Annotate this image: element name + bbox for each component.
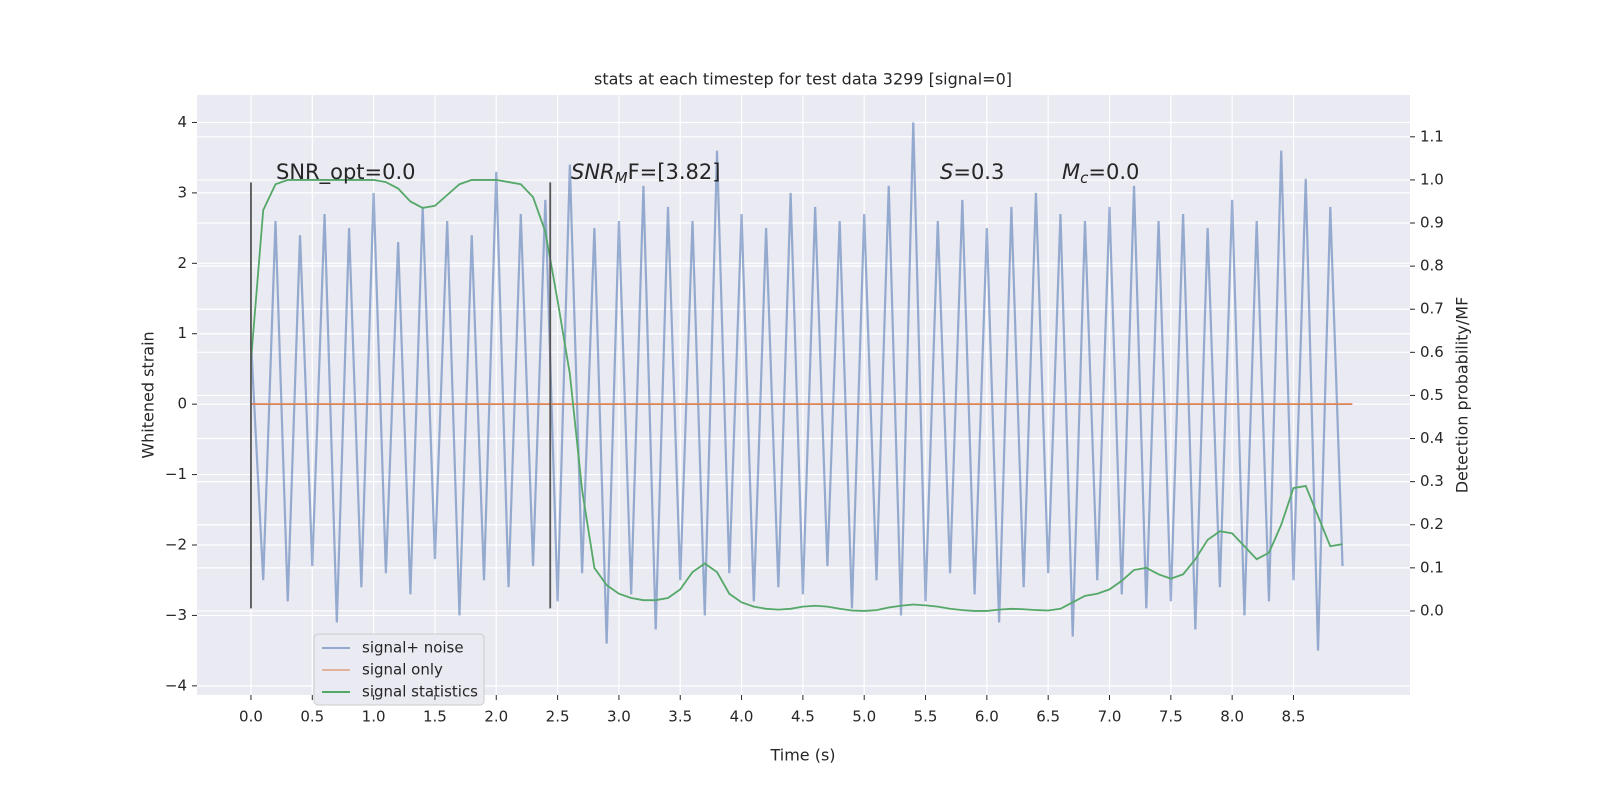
y2-tick-label: 1.0 [1420,170,1444,188]
annotation-part: M [1062,160,1080,184]
y2-tick-label: 0.7 [1420,300,1444,318]
chart-title: stats at each timestep for test data 329… [594,70,1012,89]
legend-label: signal+ noise [362,639,464,657]
annotation: SNR_opt=0.0 [276,160,416,185]
x-tick-label: 7.5 [1159,708,1183,726]
series-line [249,122,1344,651]
annotation-part: S [940,160,953,184]
y2-tick-label: 0.4 [1420,429,1444,447]
y-tick-label: −3 [165,606,187,624]
y-tick-label: −1 [165,465,187,483]
x-tick-label: 4.5 [791,708,815,726]
series-line [250,179,1343,612]
y2-tick-label: 0.0 [1420,601,1444,619]
y-tick-label: −2 [165,536,187,554]
y-tick-label: 0 [177,395,187,413]
y-axis-label: Whitened strain [139,331,158,458]
x-tick-label: 6.0 [975,708,999,726]
annotation: Mc=0.0 [1062,160,1139,187]
x-tick-label: 0.0 [239,708,263,726]
y-tick-label: 1 [177,324,187,342]
annotation-part: =0.0 [1088,160,1139,184]
x-tick-label: 3.5 [668,708,692,726]
annotation-part: SNR [571,160,615,184]
y2-tick-label: 0.5 [1420,386,1444,404]
y2-tick-label: 0.9 [1420,214,1444,232]
legend-label: signal statistics [362,683,478,701]
x-axis-label: Time (s) [769,746,835,765]
annotation: S=0.3 [940,160,1004,184]
x-tick-label: 7.0 [1098,708,1122,726]
x-tick-label: 8.0 [1220,708,1244,726]
y-tick-label: 2 [177,254,187,272]
x-tick-label: 5.5 [914,708,938,726]
x-tick-label: 2.5 [546,708,570,726]
x-tick-label: 4.0 [730,708,754,726]
x-tick-label: 0.5 [300,708,324,726]
x-tick-label: 6.5 [1036,708,1060,726]
y2-tick-label: 0.1 [1420,558,1444,576]
x-tick-label: 8.5 [1282,708,1306,726]
annotation-part: M [615,169,628,187]
y-tick-label: 4 [177,113,187,131]
annotation: SNRMF=[3.82] [571,160,720,187]
x-tick-label: 2.0 [484,708,508,726]
legend-label: signal only [362,661,443,679]
y2-tick-label: 0.3 [1420,472,1444,490]
y2-axis-label: Detection probability/MF [1453,297,1472,494]
y2-tick-label: 0.6 [1420,343,1444,361]
annotation-part: c [1080,169,1089,187]
y-tick-label: −4 [165,676,187,694]
x-tick-label: 5.0 [852,708,876,726]
y-tick-label: 3 [177,183,187,201]
x-tick-label: 3.0 [607,708,631,726]
y2-tick-label: 0.8 [1420,257,1444,275]
y2-tick-label: 0.2 [1420,515,1444,533]
annotation-part: F=[3.82] [628,160,721,184]
x-tick-label: 1.5 [423,708,447,726]
x-tick-label: 1.0 [362,708,386,726]
legend-box [313,633,485,706]
y2-tick-label: 1.1 [1420,127,1444,145]
annotation-part: =0.3 [953,160,1004,184]
